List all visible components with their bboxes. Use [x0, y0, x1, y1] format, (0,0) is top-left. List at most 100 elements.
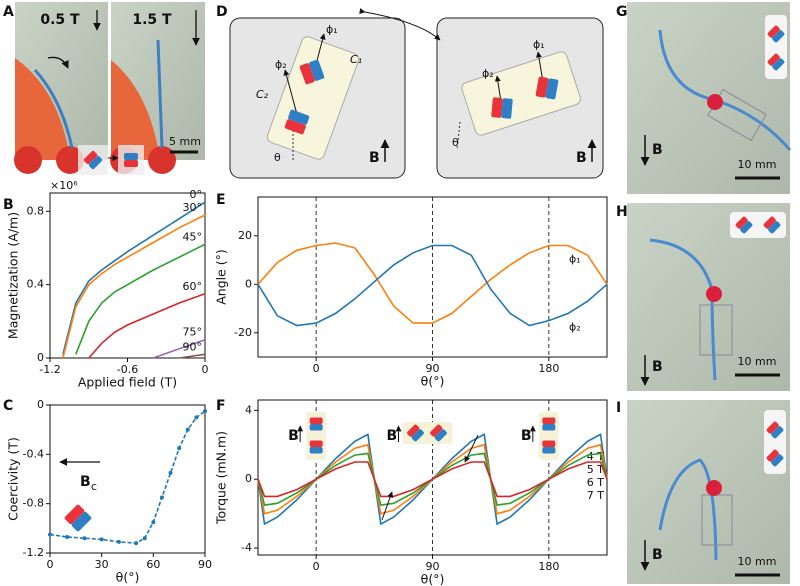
- x-axis-label: Applied field (T): [78, 375, 177, 390]
- series-label: 5 T: [587, 463, 604, 476]
- y-tick-label: 0.4: [27, 278, 45, 291]
- field-label: B: [652, 142, 663, 158]
- magnet-icon: [309, 417, 323, 431]
- magnet-half: [767, 25, 780, 38]
- panel-letter: D: [216, 4, 228, 20]
- y-axis-label: Magnetization (A/m): [6, 212, 21, 339]
- x-tick-label: 180: [538, 560, 559, 573]
- data-point: [177, 446, 182, 451]
- magnet-half: [766, 421, 779, 434]
- y-tick-label: 0.8: [27, 204, 45, 217]
- magnet-half: [124, 160, 138, 167]
- data-line: [62, 201, 206, 355]
- x-tick-label: 180: [538, 362, 559, 375]
- series-label: 0°: [190, 188, 203, 201]
- field-label: B: [652, 359, 663, 375]
- x-tick-label: -1.2: [39, 363, 60, 376]
- data-point: [48, 532, 52, 537]
- y-tick-label: -1.2: [23, 546, 44, 559]
- x-tick-label: 60: [146, 558, 160, 571]
- y-tick-label: -0.4: [23, 447, 44, 460]
- magnet-icon: [535, 76, 559, 100]
- x-tick-label: 90: [426, 362, 440, 375]
- magnet-icon: [767, 53, 785, 71]
- data-point: [185, 427, 190, 432]
- plot-frame: [257, 196, 608, 358]
- magnet-half: [124, 153, 138, 160]
- data-point: [142, 536, 147, 541]
- data-line: [257, 244, 608, 327]
- magnet-half: [491, 97, 503, 118]
- magnet-icon: [284, 109, 310, 135]
- x-tick-label: 90: [426, 560, 440, 573]
- magnet-half: [284, 119, 306, 135]
- data-line: [88, 293, 206, 359]
- annotation-arrow: [464, 434, 479, 463]
- magnet-half: [71, 511, 92, 532]
- x-axis-label: θ(°): [116, 570, 140, 585]
- data-point: [116, 539, 121, 544]
- data-line: [75, 243, 206, 355]
- y-tick-label: -20: [234, 326, 252, 339]
- inset-field-label: B: [521, 428, 532, 444]
- data-point: [194, 415, 199, 420]
- series-label: ϕ₁: [569, 252, 581, 265]
- field-label: 0.5 T: [40, 12, 80, 28]
- scale-label: 10 mm: [738, 158, 777, 171]
- plot-frame: [49, 192, 206, 359]
- photo-h: B 10 mm: [627, 203, 790, 391]
- magnet-icon: [542, 417, 556, 431]
- panel-letter: E: [216, 192, 226, 208]
- scale-label: 10 mm: [738, 555, 777, 568]
- panel-letter: H: [616, 204, 628, 220]
- data-point: [151, 520, 156, 525]
- scale-label: 5 mm: [169, 135, 201, 148]
- y-tick-label: 0: [245, 472, 252, 485]
- magnet-half: [430, 424, 443, 437]
- data-point: [134, 541, 139, 546]
- axis-multiplier: ×10⁶: [50, 179, 78, 192]
- magnet-half: [772, 30, 785, 43]
- theta-label: θ: [274, 151, 281, 164]
- x-axis-label: θ(°): [421, 374, 445, 389]
- inset-field-label: B: [387, 428, 398, 444]
- data-point: [99, 537, 104, 542]
- magnet-half: [299, 63, 315, 85]
- magnet-icon: [64, 504, 92, 532]
- annotation-sub: c: [91, 480, 97, 493]
- magnet-icon: [735, 216, 753, 234]
- data-line: [62, 214, 206, 359]
- photo-a: 0.5 T 1.5 T 5 mm: [14, 2, 205, 175]
- magnet-icon: [542, 440, 556, 454]
- y-axis-label: Coercivity (T): [6, 437, 21, 521]
- magnet-icon: [491, 97, 513, 119]
- magnet-half: [309, 59, 325, 81]
- series-label: 60°: [183, 280, 203, 293]
- magnet-half: [309, 447, 323, 454]
- field-label: 1.5 T: [132, 12, 172, 28]
- magnet-half: [768, 221, 781, 234]
- magnet-half: [771, 426, 784, 439]
- series-label: 6 T: [587, 476, 604, 489]
- magnet-half: [542, 440, 556, 447]
- x-tick-label: 0: [202, 363, 209, 376]
- magnet-half: [83, 150, 98, 165]
- x-tick-label: 30: [95, 558, 109, 571]
- y-tick-label: -4: [241, 541, 252, 554]
- magnet-half: [309, 424, 323, 431]
- plot-frame: [49, 404, 206, 554]
- inset-field-label: B: [288, 428, 299, 444]
- magnet-half: [288, 109, 310, 125]
- magnet-half: [740, 221, 753, 234]
- panel-letter: F: [216, 398, 226, 414]
- annotation: B: [80, 474, 91, 490]
- magnet-half: [64, 504, 85, 525]
- y-axis-label: Torque (mN.m): [214, 431, 229, 525]
- field-label: B: [369, 150, 380, 166]
- x-tick-label: -0.6: [117, 363, 138, 376]
- data-line: [153, 338, 206, 359]
- series-label: 7 T: [587, 489, 604, 502]
- panel-letter: G: [616, 4, 628, 20]
- field-label: B: [576, 150, 587, 166]
